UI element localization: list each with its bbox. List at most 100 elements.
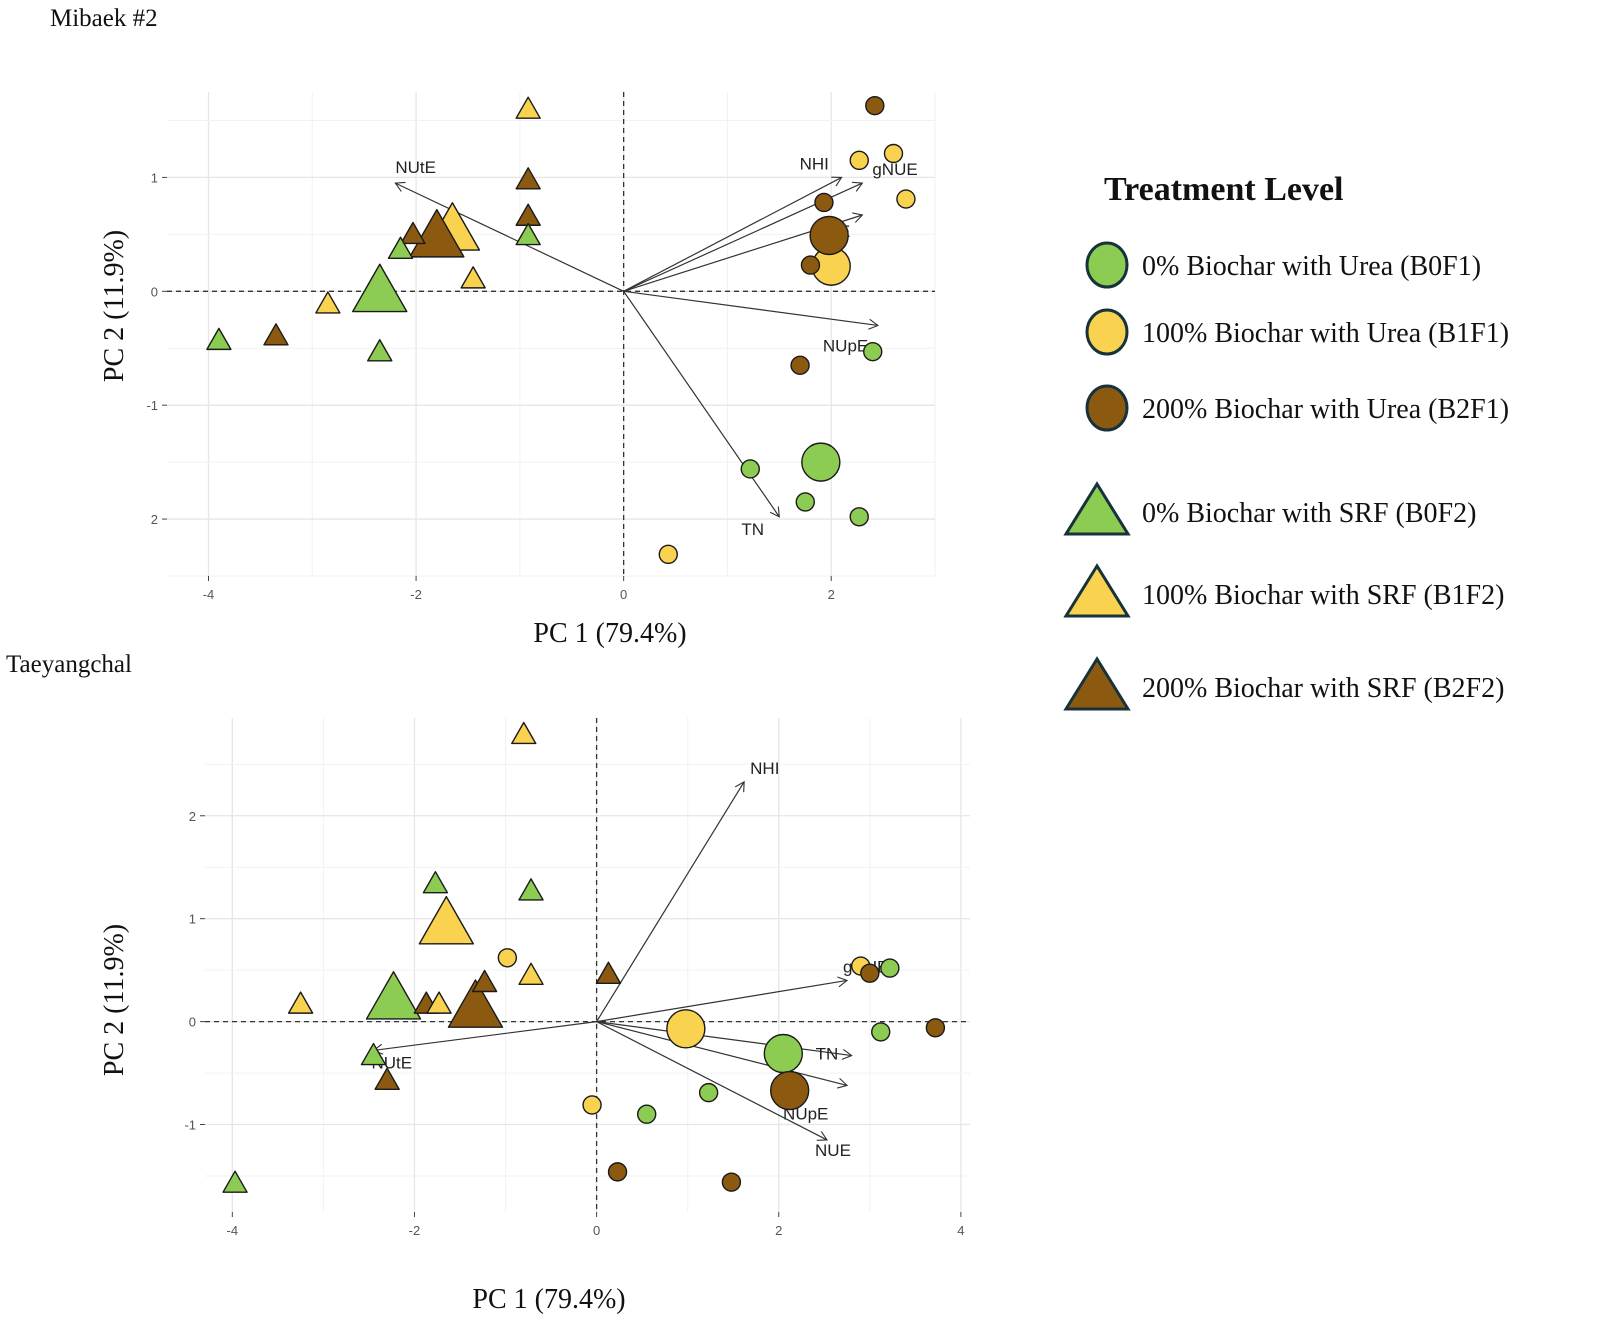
legend-item-6: 200% Biochar with SRF (B2F2) bbox=[1063, 656, 1504, 711]
score-point-circle bbox=[497, 948, 518, 968]
score-point-triangle bbox=[518, 878, 544, 901]
loading-label-nue: NUE bbox=[815, 1141, 851, 1160]
loading-label-tn: TN bbox=[816, 1045, 839, 1064]
score-point-circle bbox=[636, 1104, 657, 1124]
axes: -4 -2 0 2 1 0 -1 2 bbox=[146, 92, 935, 602]
score-point-triangle bbox=[418, 895, 475, 945]
loading-arrow-gnue bbox=[596, 976, 849, 1023]
score-point-triangle bbox=[422, 871, 449, 894]
legend-item-3: 200% Biochar with Urea (B2F1) bbox=[1085, 384, 1509, 432]
x-tick-label: 0 bbox=[620, 587, 627, 602]
score-point-circle bbox=[814, 192, 834, 213]
score-point-circle bbox=[871, 1022, 891, 1042]
x-axis-label: PC 1 (79.4%) bbox=[533, 618, 686, 649]
y-tick-label: 0 bbox=[189, 1015, 196, 1030]
y-axis-label: PC 2 (11.9%) bbox=[99, 924, 130, 1076]
legend-title: Treatment Level bbox=[1104, 171, 1344, 208]
legend-label: 100% Biochar with Urea (B1F1) bbox=[1142, 318, 1509, 349]
score-point-circle bbox=[880, 958, 900, 978]
x-tick-label: 2 bbox=[775, 1223, 782, 1238]
axes: -4 -2 0 2 4 2 1 0 -1 bbox=[184, 718, 970, 1238]
x-tick-label: -2 bbox=[409, 1223, 421, 1238]
score-point-circle bbox=[658, 544, 678, 565]
score-point-triangle bbox=[511, 721, 537, 745]
loading-arrow-nhi bbox=[623, 176, 843, 292]
loading-arrow-nue bbox=[596, 1021, 829, 1141]
score-point-triangle bbox=[360, 1042, 387, 1066]
score-point-circle bbox=[863, 341, 883, 362]
score-point-circle bbox=[721, 1172, 742, 1192]
loading-arrows: NUtENHIgNUENUENUpETN bbox=[394, 154, 918, 539]
score-point-circle bbox=[800, 255, 821, 275]
loading-arrow-nupe bbox=[596, 1021, 849, 1089]
score-point-circle bbox=[607, 1162, 628, 1182]
legend-label: 0% Biochar with Urea (B0F1) bbox=[1142, 251, 1481, 282]
score-point-triangle bbox=[471, 969, 498, 993]
score-point-triangle bbox=[409, 208, 465, 258]
score-points bbox=[222, 721, 946, 1193]
score-point-circle bbox=[865, 95, 885, 116]
loading-label-nhi: NHI bbox=[800, 154, 829, 173]
score-point-circle bbox=[849, 150, 869, 171]
loading-label-tn: TN bbox=[741, 520, 764, 539]
score-point-circle bbox=[666, 1009, 706, 1049]
legend-circle-icon bbox=[1085, 308, 1129, 356]
legend-circle-icon bbox=[1085, 384, 1129, 432]
score-point-circle bbox=[809, 215, 849, 256]
x-axis-label: PC 1 (79.4%) bbox=[472, 1284, 625, 1315]
legend-triangle-icon bbox=[1063, 481, 1131, 536]
y-tick-label: -1 bbox=[146, 398, 158, 413]
score-point-triangle bbox=[365, 971, 422, 1020]
score-point-triangle bbox=[263, 323, 289, 346]
score-point-circle bbox=[925, 1018, 946, 1038]
x-tick-label: -2 bbox=[410, 587, 422, 602]
score-point-circle bbox=[896, 189, 916, 209]
score-point-triangle bbox=[515, 96, 541, 119]
legend-label: 100% Biochar with SRF (B1F2) bbox=[1142, 580, 1504, 611]
score-point-circle bbox=[801, 442, 841, 482]
x-tick-label: 4 bbox=[957, 1223, 964, 1238]
score-point-circle bbox=[849, 507, 869, 527]
legend-item-5: 100% Biochar with SRF (B1F2) bbox=[1063, 563, 1504, 618]
score-points bbox=[206, 95, 916, 565]
legend-label: 200% Biochar with Urea (B2F1) bbox=[1142, 394, 1509, 425]
score-point-triangle bbox=[352, 263, 408, 313]
loading-arrow-nute bbox=[372, 1021, 597, 1055]
loading-label-nute: NUtE bbox=[395, 158, 436, 177]
y-tick-label: 2 bbox=[189, 809, 196, 824]
loading-label-nupe: NUpE bbox=[823, 336, 868, 355]
score-point-circle bbox=[763, 1033, 804, 1074]
score-point-triangle bbox=[400, 221, 426, 245]
score-point-circle bbox=[795, 492, 815, 512]
legend-label: 0% Biochar with SRF (B0F2) bbox=[1142, 498, 1476, 529]
plot-title: Taeyangchal bbox=[6, 651, 132, 678]
score-point-triangle bbox=[518, 962, 544, 986]
loading-arrows: NHIgNUENUtETNNUpENUE bbox=[371, 759, 888, 1160]
legend-item-1: 0% Biochar with Urea (B0F1) bbox=[1085, 241, 1481, 289]
legend-item-2: 100% Biochar with Urea (B1F1) bbox=[1085, 308, 1509, 356]
y-tick-label: 0 bbox=[151, 284, 158, 299]
legend-label: 200% Biochar with SRF (B2F2) bbox=[1142, 673, 1504, 704]
x-tick-label: -4 bbox=[227, 1223, 239, 1238]
x-tick-label: -4 bbox=[203, 587, 215, 602]
y-tick-label: 2 bbox=[151, 512, 158, 527]
y-tick-label: -1 bbox=[184, 1118, 196, 1133]
y-tick-label: 1 bbox=[189, 912, 196, 927]
score-point-triangle bbox=[387, 236, 414, 259]
score-point-triangle bbox=[515, 222, 541, 246]
loading-label-nhi: NHI bbox=[750, 759, 779, 778]
loading-arrow-nhi bbox=[596, 780, 745, 1022]
score-point-triangle bbox=[515, 167, 541, 190]
score-point-triangle bbox=[315, 291, 341, 314]
score-point-circle bbox=[883, 143, 904, 164]
score-point-circle bbox=[860, 963, 880, 983]
loading-label-gnue: gNUE bbox=[872, 160, 917, 179]
score-point-triangle bbox=[374, 1067, 400, 1090]
x-tick-label: 0 bbox=[593, 1223, 600, 1238]
y-tick-label: 1 bbox=[151, 170, 158, 185]
y-axis-label: PC 2 (11.9%) bbox=[99, 230, 130, 382]
score-point-triangle bbox=[367, 339, 393, 362]
score-point-triangle bbox=[447, 979, 504, 1028]
legend: Treatment Level 0% Biochar with Urea (B0… bbox=[1063, 171, 1509, 711]
